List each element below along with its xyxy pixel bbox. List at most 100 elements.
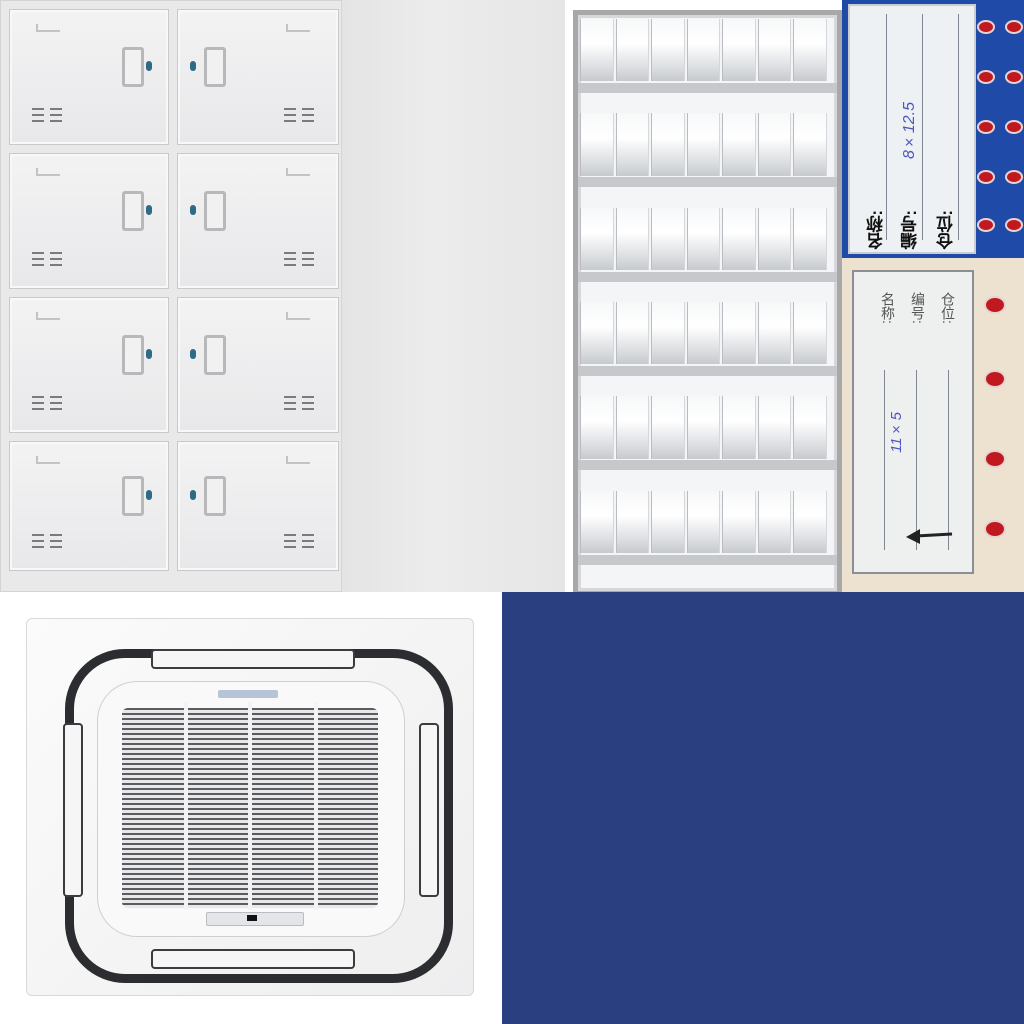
louver-cell bbox=[686, 113, 721, 176]
louver-cell bbox=[757, 396, 792, 459]
louver-cell bbox=[651, 207, 685, 270]
louver-cell bbox=[651, 396, 685, 459]
left-arrow-icon bbox=[906, 529, 953, 544]
louver-cell bbox=[722, 302, 756, 365]
louver-cell bbox=[651, 490, 685, 553]
louver-cell bbox=[686, 19, 721, 82]
key-lock-icon bbox=[190, 61, 196, 71]
louver-cell bbox=[793, 19, 827, 82]
louver-cell bbox=[615, 207, 650, 270]
louver-cell bbox=[722, 396, 756, 459]
aircon-inner-panel bbox=[97, 681, 405, 937]
locker-door bbox=[9, 153, 169, 289]
aircon-control-display bbox=[206, 912, 304, 926]
key-lock-icon bbox=[146, 205, 152, 215]
louver-cell bbox=[722, 19, 756, 82]
blue-label-location-field: 仓位: bbox=[937, 210, 956, 250]
steel-locker-cabinet bbox=[0, 0, 342, 592]
beige-label-location-field: 仓位: bbox=[940, 292, 956, 324]
solid-blue-panel bbox=[502, 592, 1024, 1024]
louver-cell bbox=[757, 113, 792, 176]
brand-logo-mark bbox=[218, 690, 278, 698]
locker-door bbox=[9, 297, 169, 433]
vent-slots bbox=[32, 252, 62, 268]
beige-label-handwritten-code: 11×5 bbox=[888, 412, 905, 453]
key-lock-icon bbox=[190, 205, 196, 215]
louver-light-panel bbox=[565, 0, 842, 596]
louver-cell bbox=[580, 113, 614, 176]
louver-cell bbox=[615, 490, 650, 553]
locker-door bbox=[177, 441, 339, 571]
locker-door bbox=[9, 9, 169, 145]
vent-slots bbox=[32, 534, 62, 550]
red-rivet bbox=[1005, 70, 1023, 84]
louver-cell bbox=[686, 396, 721, 459]
red-rivet bbox=[977, 170, 995, 184]
blue-label-name-field: 名称: bbox=[867, 210, 886, 250]
louver-cell bbox=[793, 396, 827, 459]
plain-grey-panel bbox=[342, 0, 565, 592]
red-rivet bbox=[1005, 170, 1023, 184]
louver-cell bbox=[793, 207, 827, 270]
louver-cell bbox=[686, 490, 721, 553]
bottom-airflow-slat bbox=[151, 949, 355, 969]
vent-slots bbox=[32, 396, 62, 412]
top-airflow-slat bbox=[151, 649, 355, 669]
key-lock-icon bbox=[190, 490, 196, 500]
louver-cell bbox=[757, 207, 792, 270]
blue-label-handwritten-code: 8×12.5 bbox=[901, 102, 918, 160]
red-rivet bbox=[984, 520, 1006, 538]
beige-storage-label: 名称: 编号: 仓位: 11×5 bbox=[842, 258, 1024, 592]
louver-cell bbox=[722, 490, 756, 553]
louver-cell bbox=[615, 113, 650, 176]
locker-handle bbox=[204, 335, 226, 375]
vent-slots bbox=[284, 534, 314, 550]
blue-label-code-field: 编号: bbox=[901, 210, 920, 250]
red-rivet bbox=[984, 450, 1006, 468]
louver-cell bbox=[615, 19, 650, 82]
locker-handle bbox=[204, 47, 226, 87]
louver-cell bbox=[580, 396, 614, 459]
louver-cell bbox=[686, 207, 721, 270]
key-lock-icon bbox=[190, 349, 196, 359]
louver-cell bbox=[615, 396, 650, 459]
vent-slots bbox=[284, 252, 314, 268]
red-rivet bbox=[984, 370, 1006, 388]
louver-cell bbox=[651, 302, 685, 365]
red-rivet bbox=[977, 70, 995, 84]
louver-cell bbox=[580, 490, 614, 553]
left-airflow-slat bbox=[63, 723, 83, 897]
red-rivet bbox=[1005, 218, 1023, 232]
beige-label-code-field: 编号: bbox=[910, 292, 926, 324]
locker-handle bbox=[204, 191, 226, 231]
vent-slots bbox=[284, 396, 314, 412]
locker-handle bbox=[122, 335, 144, 375]
locker-door bbox=[177, 153, 339, 289]
louver-cell bbox=[722, 113, 756, 176]
louver-cell bbox=[757, 490, 792, 553]
blue-label-card: 名称: 编号: 仓位: 8×12.5 bbox=[848, 4, 976, 254]
locker-door bbox=[177, 9, 339, 145]
red-rivet bbox=[977, 20, 995, 34]
red-rivet bbox=[1005, 120, 1023, 134]
key-lock-icon bbox=[146, 61, 152, 71]
louver-cell bbox=[757, 302, 792, 365]
blue-storage-label: 名称: 编号: 仓位: 8×12.5 bbox=[842, 0, 1024, 258]
locker-door bbox=[9, 441, 169, 571]
beige-label-card: 名称: 编号: 仓位: 11×5 bbox=[852, 270, 974, 574]
right-airflow-slat bbox=[419, 723, 439, 897]
louver-cell bbox=[757, 19, 792, 82]
louver-cell bbox=[651, 19, 685, 82]
louver-cell bbox=[793, 490, 827, 553]
vent-slots bbox=[32, 108, 62, 124]
louver-cell bbox=[793, 302, 827, 365]
louver-cell bbox=[580, 19, 614, 82]
key-lock-icon bbox=[146, 490, 152, 500]
locker-handle bbox=[204, 476, 226, 516]
beige-label-name-field: 名称: bbox=[880, 292, 896, 324]
red-rivet bbox=[1005, 20, 1023, 34]
key-lock-icon bbox=[146, 349, 152, 359]
locker-handle bbox=[122, 191, 144, 231]
louver-cell bbox=[651, 113, 685, 176]
locker-handle bbox=[122, 476, 144, 516]
